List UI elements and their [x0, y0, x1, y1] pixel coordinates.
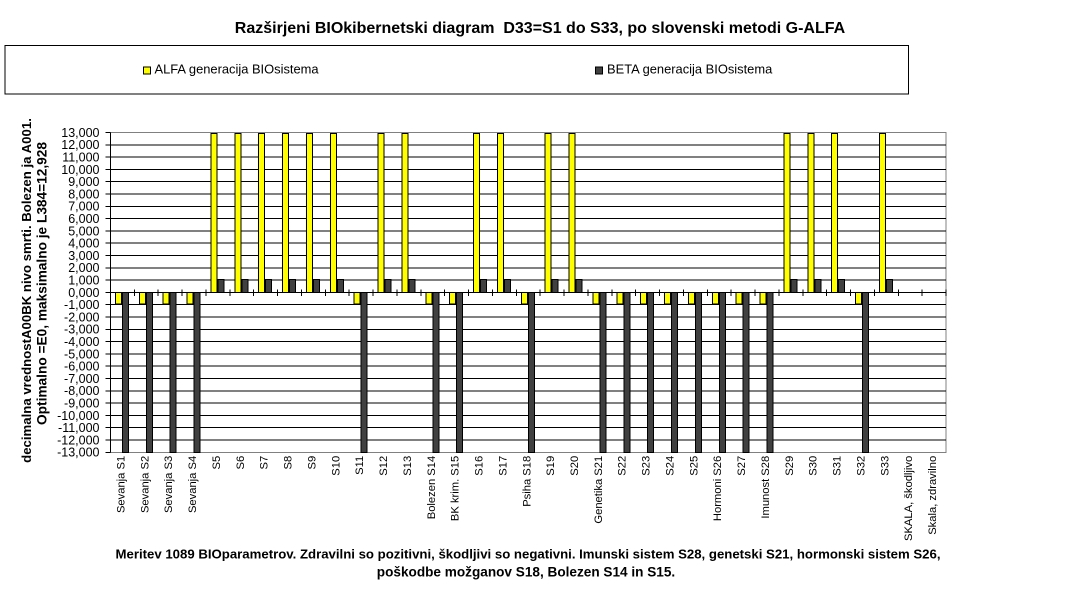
- svg-text:S10: S10: [330, 456, 342, 476]
- svg-text:4,000: 4,000: [68, 237, 99, 251]
- svg-text:Imunost S28: Imunost S28: [760, 456, 772, 519]
- svg-text:Psiha S18: Psiha S18: [521, 456, 533, 507]
- svg-text:8,000: 8,000: [68, 187, 99, 201]
- svg-text:Sevanja S4: Sevanja S4: [187, 456, 199, 513]
- svg-text:S5: S5: [211, 456, 223, 470]
- svg-text:S12: S12: [378, 456, 390, 476]
- svg-text:6,000: 6,000: [68, 212, 99, 226]
- svg-text:10,000: 10,000: [61, 163, 99, 177]
- svg-text:S30: S30: [808, 456, 820, 476]
- svg-text:-3,000: -3,000: [64, 323, 99, 337]
- svg-text:S32: S32: [855, 456, 867, 476]
- svg-text:7,000: 7,000: [68, 200, 99, 214]
- svg-text:0,000: 0,000: [68, 286, 99, 300]
- svg-text:S31: S31: [832, 456, 844, 476]
- svg-text:-1,000: -1,000: [64, 298, 99, 312]
- svg-text:Genetika S21: Genetika S21: [593, 456, 605, 524]
- svg-text:13,000: 13,000: [61, 126, 99, 140]
- svg-text:5,000: 5,000: [68, 224, 99, 238]
- svg-text:Razširjeni BIOkibernetski diag: Razširjeni BIOkibernetski diagram D33=S1…: [235, 20, 846, 37]
- svg-text:S6: S6: [235, 456, 247, 470]
- svg-text:1,000: 1,000: [68, 274, 99, 288]
- svg-text:S16: S16: [474, 456, 486, 476]
- svg-text:2,000: 2,000: [68, 261, 99, 275]
- svg-text:-7,000: -7,000: [64, 372, 99, 386]
- svg-text:3,000: 3,000: [68, 249, 99, 263]
- svg-text:-2,000: -2,000: [64, 310, 99, 324]
- svg-text:11,000: 11,000: [62, 151, 99, 165]
- svg-text:Sevanja S2: Sevanja S2: [139, 456, 151, 513]
- svg-text:Meritev 1089 BIOparametrov. Zd: Meritev 1089 BIOparametrov. Zdravilni so…: [116, 547, 941, 562]
- svg-text:BK krim. S15: BK krim. S15: [450, 456, 462, 521]
- svg-text:S17: S17: [497, 456, 509, 476]
- svg-text:S25: S25: [688, 456, 700, 476]
- svg-text:Hormoni S26: Hormoni S26: [712, 456, 724, 521]
- svg-text:poškodbe možganov S18, Bolezen: poškodbe možganov S18, Bolezen S14 in S1…: [377, 565, 675, 580]
- svg-text:12,000: 12,000: [61, 138, 99, 152]
- svg-text:Optimalno =E0, maksimalno je L: Optimalno =E0, maksimalno je L384=12,928: [35, 142, 50, 425]
- svg-text:-4,000: -4,000: [64, 335, 99, 349]
- svg-text:S33: S33: [879, 456, 891, 476]
- svg-text:-12,000: -12,000: [57, 433, 99, 447]
- svg-text:-8,000: -8,000: [64, 384, 99, 398]
- svg-text:S13: S13: [402, 456, 414, 476]
- svg-text:S27: S27: [736, 456, 748, 476]
- svg-text:S22: S22: [617, 456, 629, 476]
- svg-text:S9: S9: [306, 456, 318, 470]
- svg-text:decimalna vrednostA00BK nivo s: decimalna vrednostA00BK nivo smrti. Bole…: [19, 118, 34, 463]
- svg-text:S8: S8: [283, 456, 295, 470]
- svg-text:-11,000: -11,000: [58, 421, 100, 435]
- svg-text:-5,000: -5,000: [64, 347, 99, 361]
- svg-text:Sevanja S1: Sevanja S1: [115, 456, 127, 513]
- svg-text:-13,000: -13,000: [57, 446, 99, 460]
- svg-text:Sevanja S3: Sevanja S3: [163, 456, 175, 513]
- svg-text:S24: S24: [664, 456, 676, 476]
- svg-text:S11: S11: [354, 456, 366, 475]
- svg-text:S20: S20: [569, 456, 581, 476]
- svg-text:Bolezen S14: Bolezen S14: [426, 456, 438, 519]
- svg-text:S29: S29: [784, 456, 796, 476]
- svg-text:ALFA generacija BIOsistema: ALFA generacija BIOsistema: [155, 62, 320, 77]
- svg-text:Skala, zdravilno: Skala, zdravilno: [927, 456, 939, 535]
- svg-text:S7: S7: [259, 456, 271, 470]
- svg-text:-10,000: -10,000: [57, 409, 99, 423]
- svg-text:SKALA, škodljivo: SKALA, škodljivo: [903, 456, 915, 541]
- svg-text:BETA generacija BIOsistema: BETA generacija BIOsistema: [607, 62, 773, 77]
- svg-text:9,000: 9,000: [68, 175, 99, 189]
- svg-text:-9,000: -9,000: [64, 397, 99, 411]
- svg-text:S23: S23: [641, 456, 653, 476]
- svg-text:S19: S19: [545, 456, 557, 476]
- svg-text:-6,000: -6,000: [64, 360, 99, 374]
